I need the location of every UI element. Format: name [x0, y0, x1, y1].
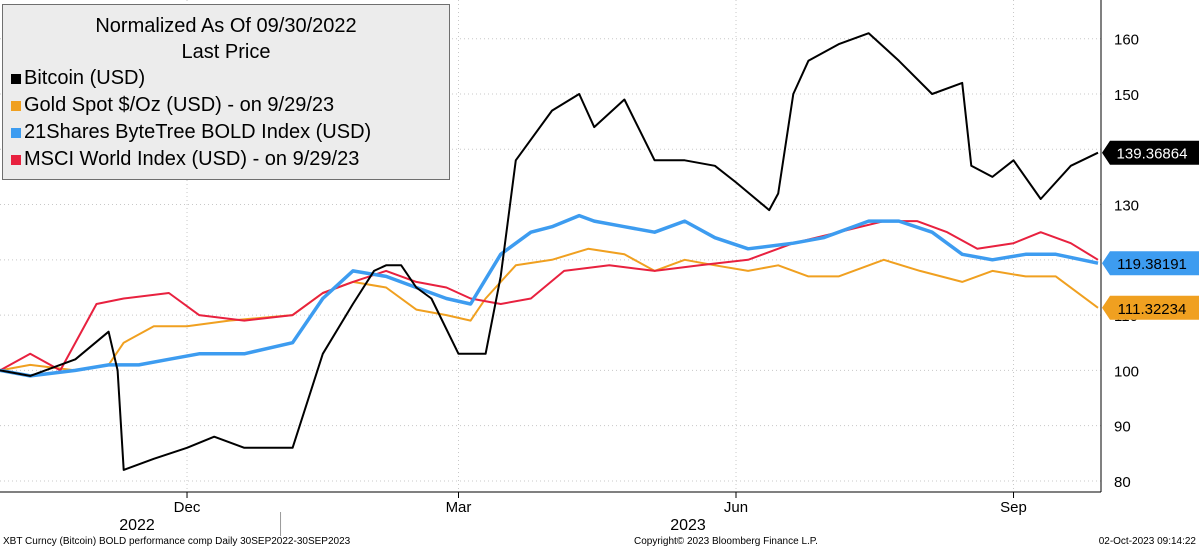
series-line-bitcoin	[0, 32, 1099, 471]
series-line-bold-index	[0, 213, 1099, 378]
legend-title: Normalized As Of 09/30/2022	[95, 15, 357, 37]
last-value-label-2: 111.32234	[1102, 295, 1199, 320]
legend-swatch-gold	[11, 100, 21, 111]
legend-subtitle: Last Price	[181, 41, 271, 63]
last-value-label-1: 119.38191	[1102, 251, 1199, 276]
y-tick-label-100: 100	[1114, 363, 1139, 380]
legend-label-gold: Gold Spot $/Oz (USD) - on 9/29/23	[24, 94, 335, 116]
legend-swatch-bold-index	[11, 127, 21, 138]
last-value-text-2: 111.32234	[1118, 301, 1187, 318]
last-value-tag-1	[1102, 251, 1199, 276]
legend-swatch-bitcoin	[11, 73, 21, 84]
y-tick-label-130: 130	[1114, 198, 1139, 215]
year-label-2022: 2022	[119, 517, 155, 534]
last-value-tag-2	[1102, 295, 1199, 320]
last-value-label-0: 139.36864	[1102, 140, 1199, 165]
footer-timestamp: 02-Oct-2023 09:14:22	[1098, 536, 1196, 547]
plot-area	[0, 32, 1099, 471]
year-label-2023: 2023	[670, 517, 706, 534]
x-tick-label-Jun: Jun	[724, 499, 748, 516]
y-tick-label-90: 90	[1114, 419, 1131, 436]
x-tick-label-Mar: Mar	[446, 499, 472, 516]
legend-swatch-msci	[11, 154, 21, 165]
legend-label-bold-index: 21Shares ByteTree BOLD Index (USD)	[24, 121, 372, 143]
x-tick-label-Dec: Dec	[174, 499, 201, 516]
footer-description: XBT Curncy (Bitcoin) BOLD performance co…	[3, 536, 351, 547]
legend-entry-bold-index: 21Shares ByteTree BOLD Index (USD)	[3, 119, 449, 146]
y-tick-label-150: 150	[1114, 87, 1139, 104]
series-line-msci	[0, 220, 1099, 372]
footer-copyright: Copyright© 2023 Bloomberg Finance L.P.	[634, 536, 818, 547]
legend-box: Normalized As Of 09/30/2022 Last Price B…	[2, 4, 450, 180]
legend-entry-gold: Gold Spot $/Oz (USD) - on 9/29/23	[3, 92, 449, 119]
legend-entry-msci: MSCI World Index (USD) - on 9/29/23	[3, 146, 449, 173]
x-tick-label-Sep: Sep	[1000, 499, 1027, 516]
last-value-text-0: 139.36864	[1117, 146, 1188, 163]
legend-label-msci: MSCI World Index (USD) - on 9/29/23	[24, 148, 360, 170]
last-value-tag-0	[1102, 140, 1199, 165]
legend-entry-bitcoin: Bitcoin (USD)	[3, 65, 449, 92]
series-line-gold	[0, 247, 1099, 372]
legend-label-bitcoin: Bitcoin (USD)	[24, 67, 146, 89]
y-tick-label-160: 160	[1114, 32, 1139, 49]
last-value-labels: 139.36864 119.38191 111.32234	[1102, 140, 1199, 320]
y-tick-label-80: 80	[1114, 474, 1131, 491]
last-value-text-1: 119.38191	[1117, 256, 1187, 273]
